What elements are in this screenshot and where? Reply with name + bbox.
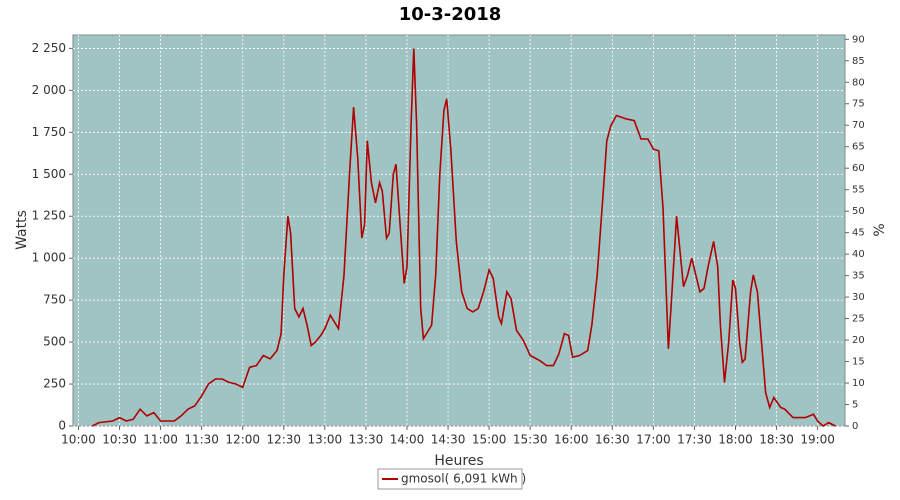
legend-box xyxy=(377,468,523,490)
y2-tick-label: 20 xyxy=(852,335,865,346)
y2-tick-label: 55 xyxy=(852,185,865,196)
x-tick-label: 13:30 xyxy=(349,433,384,447)
x-tick-label: 10:30 xyxy=(102,433,137,447)
y2-tick-label: 10 xyxy=(852,378,865,389)
y-tick-label: 2 000 xyxy=(32,83,66,97)
y2-tick-label: 90 xyxy=(852,34,865,45)
y2-axis-label: % xyxy=(872,223,888,236)
y2-tick-label: 50 xyxy=(852,206,865,217)
y-tick-label: 750 xyxy=(43,293,66,307)
x-tick-label: 12:00 xyxy=(225,433,260,447)
x-tick-label: 15:00 xyxy=(472,433,507,447)
y2-tick-label: 80 xyxy=(852,77,865,88)
legend-label: gmosol( 6,091 kWh ) xyxy=(401,472,526,486)
y2-tick-label: 40 xyxy=(852,249,865,260)
x-tick-label: 15:30 xyxy=(513,433,548,447)
y2-tick-label: 35 xyxy=(852,271,865,282)
x-tick-label: 16:00 xyxy=(554,433,589,447)
x-tick-label: 10:00 xyxy=(61,433,96,447)
x-tick-label: 11:30 xyxy=(184,433,219,447)
y2-tick-label: 25 xyxy=(852,314,865,325)
y-tick-label: 1 250 xyxy=(32,209,66,223)
y2-tick-label: 85 xyxy=(852,56,865,67)
y2-tick-label: 45 xyxy=(852,228,865,239)
y2-tick-label: 15 xyxy=(852,357,865,368)
y2-tick-label: 30 xyxy=(852,292,865,303)
y-tick-label: 1 750 xyxy=(32,125,66,139)
x-tick-label: 12:30 xyxy=(266,433,301,447)
y2-tick-label: 5 xyxy=(852,400,858,411)
x-tick-label: 16:30 xyxy=(595,433,630,447)
y2-tick-label: 70 xyxy=(852,120,865,131)
y2-tick-label: 65 xyxy=(852,142,865,153)
plot-area xyxy=(72,34,846,427)
y-tick-label: 0 xyxy=(58,419,66,433)
y2-tick-label: 75 xyxy=(852,99,865,110)
x-tick-label: 18:30 xyxy=(759,433,794,447)
x-tick-label: 11:00 xyxy=(143,433,178,447)
y-tick-label: 1 000 xyxy=(32,251,66,265)
y-tick-label: 250 xyxy=(43,377,66,391)
x-tick-label: 19:00 xyxy=(800,433,835,447)
y-axis-label: Watts xyxy=(14,210,30,250)
x-tick-label: 14:30 xyxy=(431,433,466,447)
chart-title: 10-3-2018 xyxy=(399,4,502,25)
line xyxy=(91,48,836,427)
x-tick-label: 18:00 xyxy=(718,433,753,447)
y2-tick-label: 60 xyxy=(852,163,865,174)
y-tick-label: 2 250 xyxy=(32,41,66,55)
y-tick-label: 1 500 xyxy=(32,167,66,181)
x-axis-label: Heures xyxy=(434,453,483,469)
x-tick-label: 17:30 xyxy=(677,433,712,447)
y2-tick-label: 0 xyxy=(852,421,858,432)
y-tick-label: 500 xyxy=(43,335,66,349)
x-tick-label: 14:00 xyxy=(390,433,425,447)
x-tick-label: 13:00 xyxy=(308,433,343,447)
x-tick-label: 17:00 xyxy=(636,433,671,447)
